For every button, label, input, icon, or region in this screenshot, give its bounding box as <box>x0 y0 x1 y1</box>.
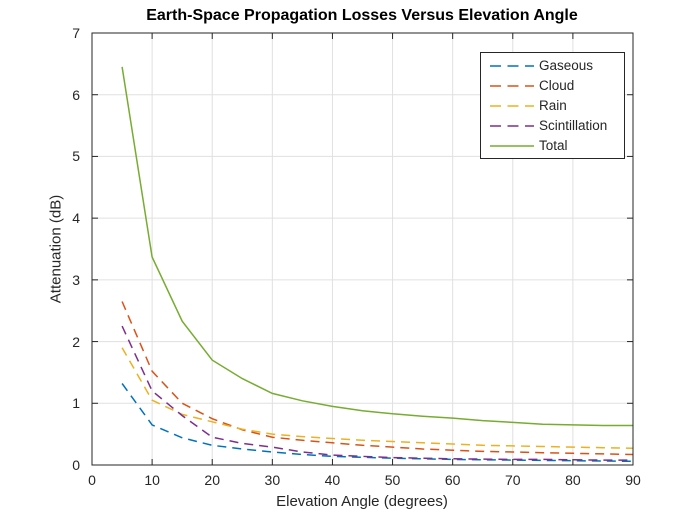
legend-line-sample <box>490 84 534 87</box>
y-tick-label: 0 <box>72 457 80 473</box>
legend: Gaseous Cloud Rain Scintillation Total <box>480 52 625 159</box>
legend-line-sample <box>490 64 534 67</box>
x-tick-label: 30 <box>264 472 281 488</box>
x-tick-label: 90 <box>625 472 641 488</box>
x-tick-label: 60 <box>444 472 461 488</box>
legend-label: Rain <box>539 98 567 113</box>
y-tick-label: 5 <box>72 148 80 165</box>
legend-label: Cloud <box>539 78 575 93</box>
series-line-cloud <box>121 301 634 456</box>
x-tick-label: 40 <box>324 472 341 488</box>
y-tick-label: 4 <box>72 210 80 227</box>
x-tick-label: 20 <box>204 472 220 488</box>
y-tick-label: 6 <box>72 86 80 103</box>
x-axis-label: Elevation Angle (degrees) <box>276 493 448 510</box>
series-line-total <box>121 66 633 427</box>
chart-title: Earth-Space Propagation Losses Versus El… <box>146 7 578 24</box>
x-tick-label: 70 <box>504 472 521 488</box>
legend-line-sample <box>490 124 534 127</box>
x-tick-label: 50 <box>384 472 401 488</box>
legend-entry-cloud: Cloud <box>489 76 624 95</box>
legend-entry-total: Total <box>489 136 624 155</box>
legend-label: Gaseous <box>539 58 594 73</box>
y-tick-label: 1 <box>72 395 80 412</box>
x-tick-label: 80 <box>565 472 581 488</box>
legend-label: Scintillation <box>539 118 608 133</box>
series-line-rain <box>121 347 634 450</box>
legend-entry-scintillation: Scintillation <box>489 116 624 135</box>
legend-line-sample <box>490 104 534 107</box>
y-tick-label: 3 <box>72 271 80 288</box>
x-tick-label: 10 <box>144 472 160 488</box>
axes-frame <box>91 32 634 466</box>
y-tick-label: 2 <box>72 333 80 350</box>
series-line-scintillation <box>121 325 633 461</box>
legend-label: Total <box>539 138 568 153</box>
legend-entry-gaseous: Gaseous <box>489 56 624 75</box>
x-tick-label: 0 <box>88 472 96 488</box>
legend-line-sample <box>490 144 534 147</box>
y-tick-label: 7 <box>72 25 80 41</box>
series-line-gaseous <box>121 383 634 463</box>
legend-entry-rain: Rain <box>489 96 624 115</box>
